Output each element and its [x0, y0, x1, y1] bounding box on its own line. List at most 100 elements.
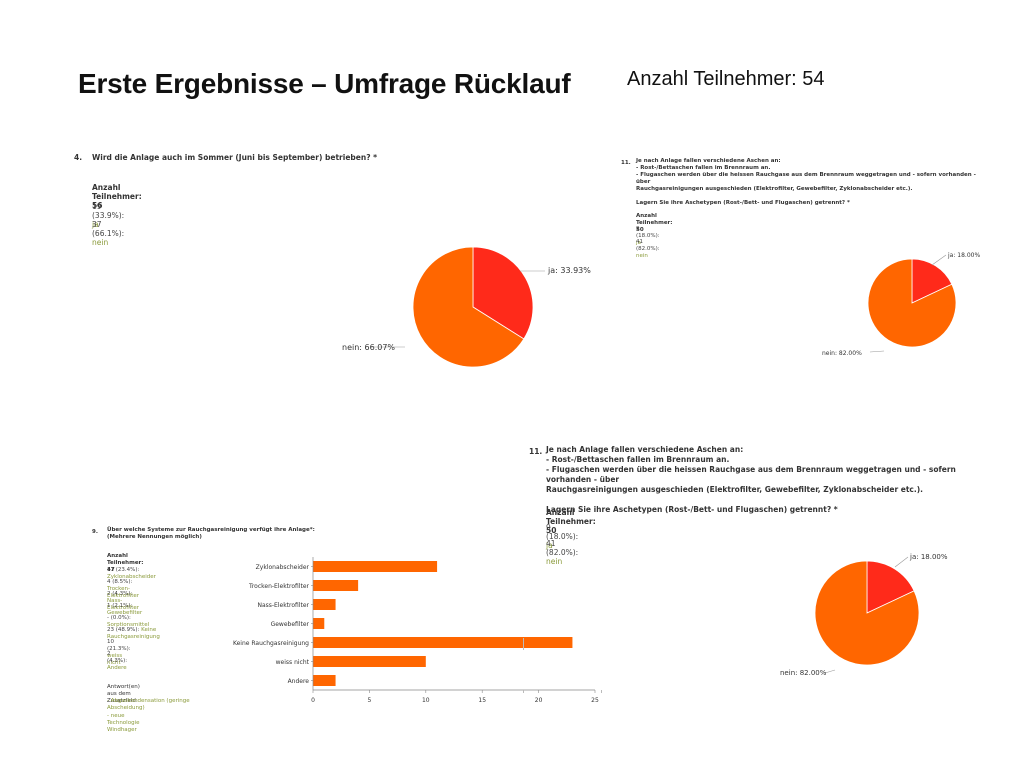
answer-label: Nass-Elektrofilter: [107, 598, 140, 611]
pie-label-leader: [869, 350, 885, 353]
answer-label: nein: [92, 238, 109, 247]
slide-title: Erste Ergebnisse – Umfrage Rücklauf: [78, 68, 571, 99]
q11-question: Je nach Anlage fallen verschiedene Asche…: [546, 445, 956, 514]
pie-data-label-ja: ja: 33.93%: [547, 266, 591, 275]
q11-small-answer-nein: 41 (82.0%): nein: [636, 239, 660, 260]
bar: [313, 599, 336, 610]
q9-answer-item: 23 (48.9%): Keine Rauchgasreinigung: [107, 627, 160, 641]
bar: [313, 675, 336, 686]
pie-slice-nein: [814, 560, 920, 666]
bar: [313, 656, 426, 667]
pie-data-label-nein: nein: 82.00%: [822, 350, 862, 357]
bar: [313, 580, 359, 591]
q4-question: Wird die Anlage auch im Sommer (Juni bis…: [92, 153, 378, 162]
q9-extra-answer: - Abgaskondensation (geringe Abscheidung…: [107, 698, 207, 712]
answer-label: Trocken-Elektrofilter: [107, 586, 140, 599]
x-tick-label: 5: [367, 697, 371, 704]
q11-answer-nein: 41 (82.0%): nein: [546, 539, 578, 566]
q11-small-number: 11.: [621, 160, 631, 166]
q11-small-answer-ja: 9 (18.0%): ja: [636, 226, 660, 247]
bar: [313, 618, 325, 629]
q4-answer-ja: 19 (33.9%): ja: [92, 202, 124, 229]
answer-label: weiss nicht: [107, 653, 123, 666]
bar-category-label: Trocken-Elektrofilter: [248, 583, 309, 590]
q11-small-question: Je nach Anlage fallen verschiedene Asche…: [636, 158, 976, 206]
q9-extra-heading: Antwort(en) aus dem Zusatzfeld:: [107, 684, 140, 704]
pie-label-leader: [824, 669, 836, 674]
answer-value: 4 (8.5%):: [107, 579, 133, 585]
answer-value: 19 (33.9%):: [92, 202, 125, 220]
bar-category-label: Keine Rauchgasreinigung: [233, 640, 309, 647]
participants-total: Anzahl Teilnehmer: 54: [627, 68, 825, 90]
answer-value: 9 (18.0%):: [546, 523, 579, 541]
pie-data-label-ja: ja: 18.00%: [909, 553, 948, 561]
answer-label: ja: [92, 220, 99, 229]
pie-slice-ja: [472, 246, 534, 340]
x-tick-label: 0: [311, 697, 315, 704]
pie-label-leader: [931, 254, 947, 266]
answer-value: 2 (4.3%):: [107, 651, 128, 664]
extra-answer-text: - Abgaskondensation (geringe Abscheidung…: [107, 698, 190, 711]
answer-value: 37 (66.1%):: [92, 220, 125, 238]
answer-label: Gewebefilter: [107, 610, 143, 616]
q9-bar-chart: Zyklonabscheider Trocken-Elektrofilter Nas…: [233, 557, 599, 704]
q9-answer-item: 4 (8.5%): Trocken-Elektrofilter: [107, 579, 139, 600]
q9-question: Über welche Systeme zur Rauchgasreinigun…: [107, 527, 315, 540]
divider: [523, 690, 524, 693]
pie-slice-ja: [911, 258, 953, 304]
q9-answer-item: 10 (21.3%): weiss nicht: [107, 639, 131, 667]
divider: [601, 690, 602, 693]
pie-slice-nein: [867, 258, 957, 348]
q4-pie-chart: ja: 33.93% nein: 66.07%: [342, 246, 591, 368]
q11-participants: Anzahl Teilnehmer: 50: [546, 508, 596, 535]
pie-data-label-nein: nein: 82.00%: [780, 669, 827, 677]
answer-label: nein: [636, 253, 648, 259]
answer-value: - (0.0%):: [107, 615, 131, 621]
q4-participants: Anzahl Teilnehmer: 56: [92, 183, 142, 210]
bar: [313, 637, 573, 648]
answer-label: nein: [546, 557, 563, 566]
q9-answer-item: 11 (23.4%): Zyklonabscheider: [107, 567, 156, 581]
x-tick-label: 20: [535, 697, 543, 704]
answer-label: ja: [636, 240, 641, 246]
pie-slice-nein: [412, 246, 525, 368]
q9-answer-item: 1 (2.1%): Gewebefilter: [107, 603, 142, 617]
answer-label: Sorptionsmittel: [107, 622, 150, 628]
answer-value: 41 (82.0%):: [636, 239, 660, 252]
bar-category-label: Andere: [288, 678, 310, 685]
q9-extra-answer: - neue Technologie Windhager: [107, 713, 139, 734]
x-tick-label: 25: [591, 697, 599, 704]
answer-label: ja: [546, 541, 553, 550]
q9-answer-item: - (0.0%): Sorptionsmittel: [107, 615, 149, 629]
answer-label: Andere: [107, 665, 127, 671]
bar-category-label: weiss nicht: [276, 659, 310, 666]
pie-data-label-ja: ja: 18.00%: [947, 252, 980, 259]
q9-number: 9.: [92, 529, 98, 535]
answer-label: Keine Rauchgasreinigung: [107, 627, 160, 640]
q4-number: 4.: [74, 153, 83, 162]
q11-answer-ja: 9 (18.0%): ja: [546, 523, 578, 550]
q11-small-participants: Anzahl Teilnehmer: 50: [636, 213, 673, 233]
answer-value: 1 (2.1%):: [107, 603, 133, 609]
pie-label-leader: [894, 556, 909, 568]
q11-number: 11.: [529, 447, 543, 456]
x-tick-label: 10: [422, 697, 430, 704]
pie-data-label-nein: nein: 66.07%: [342, 343, 395, 352]
answer-value: 23 (48.9%):: [107, 627, 140, 633]
answer-value: 11 (23.4%):: [107, 567, 140, 573]
answer-value: 41 (82.0%):: [546, 539, 579, 557]
bar-category-label: Nass-Elektrofilter: [257, 602, 309, 609]
pie-slice-ja: [866, 560, 915, 614]
q9-answer-item: 2 (4.3%): Nass-Elektrofilter: [107, 591, 139, 612]
q11-pie-chart: ja: 18.00% nein: 82.00%: [780, 553, 948, 677]
q11-small-pie-chart: ja: 18.00% nein: 82.00%: [822, 252, 980, 357]
q4-answer-nein: 37 (66.1%): nein: [92, 220, 124, 247]
bar-category-label: Gewebefilter: [271, 621, 310, 628]
extra-answer-text: - neue Technologie Windhager: [107, 713, 140, 733]
answer-value: 9 (18.0%):: [636, 226, 660, 239]
bar-category-label: Zyklonabscheider: [256, 564, 310, 571]
bar: [313, 561, 438, 572]
answer-label: Zyklonabscheider: [107, 574, 156, 580]
answer-value: 10 (21.3%):: [107, 639, 131, 652]
divider: [523, 638, 524, 650]
